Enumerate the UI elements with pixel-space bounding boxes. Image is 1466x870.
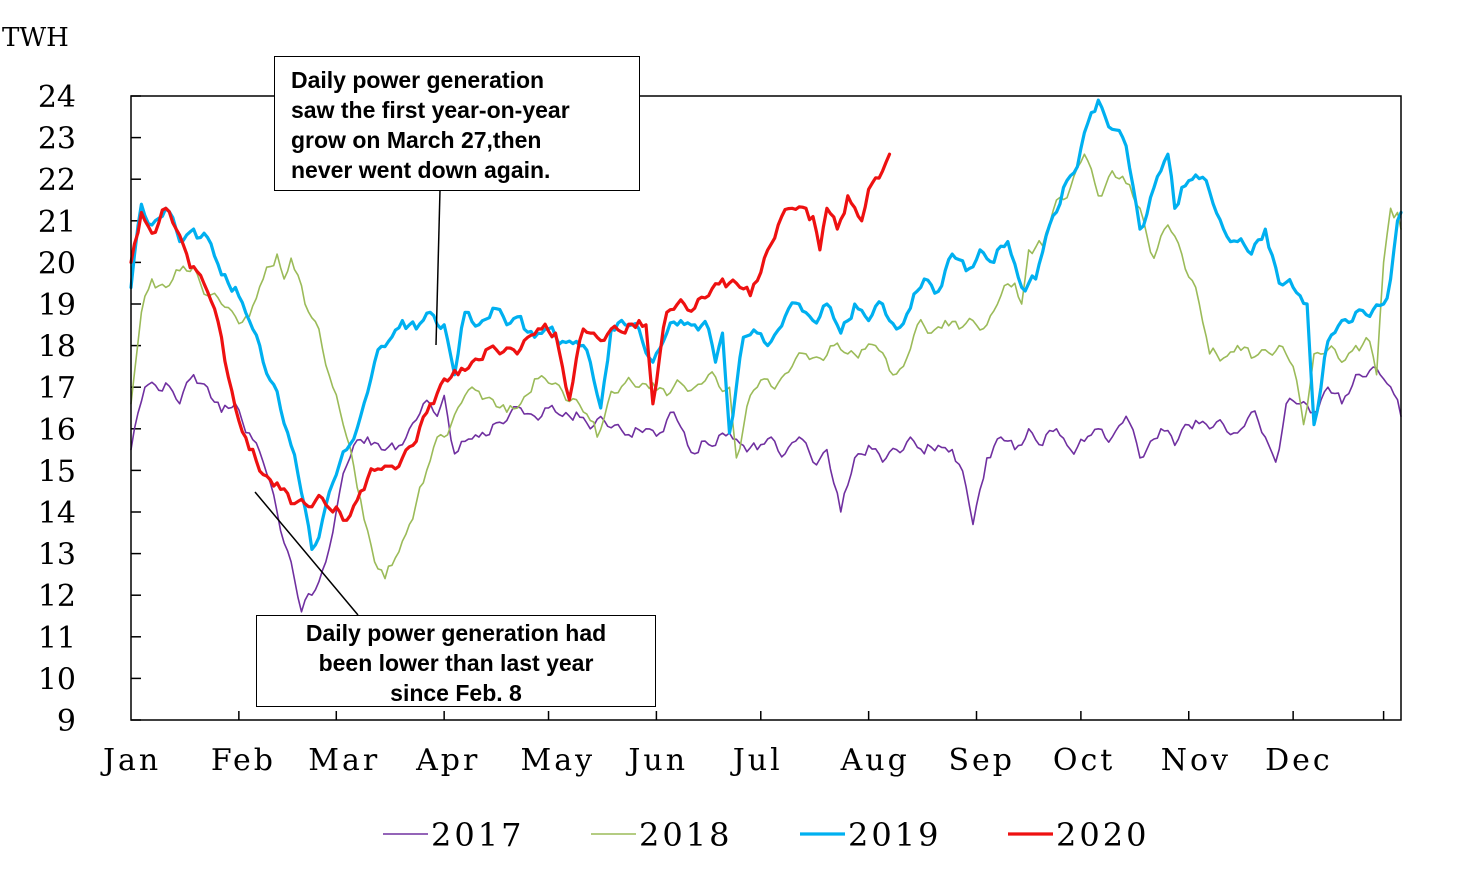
x-month-label: Mar [308, 743, 380, 778]
y-tick-label: 19 [38, 288, 76, 323]
callout-top-line: never went down again. [291, 157, 551, 183]
x-month-label: Dec [1265, 743, 1333, 778]
callout-top-line: grow on March 27,then [291, 127, 542, 153]
x-month-label: Feb [211, 743, 276, 778]
callout-top-leader [435, 189, 441, 346]
x-month-label: Jan [100, 743, 161, 778]
plot-area-frame [130, 95, 1402, 721]
y-axis-unit: TWH [2, 23, 69, 53]
series-line-2020 [129, 152, 892, 522]
callout-top: Daily power generation saw the first yea… [274, 56, 640, 191]
series-line-2019 [129, 98, 1403, 552]
series-line-2018 [130, 153, 1402, 580]
y-tick-label: 13 [38, 538, 76, 573]
x-month-label: Oct [1053, 743, 1115, 778]
series-line-2017 [130, 366, 1402, 613]
y-tick-label: 17 [38, 371, 76, 406]
y-tick-label: 24 [38, 80, 76, 115]
callout-bottom: Daily power generation had been lower th… [256, 615, 656, 707]
x-month-labels: Jan Feb Mar Apr May Jun Jul Aug Sep Oct Nov Dec [100, 743, 1333, 778]
callout-bottom-line: since Feb. 8 [390, 680, 522, 706]
y-tick-label: 9 [57, 704, 76, 739]
x-month-label: Aug [840, 743, 910, 778]
y-tick-label: 14 [38, 496, 76, 531]
x-month-label: Jul [730, 743, 783, 778]
y-tick-label: 21 [38, 205, 76, 240]
legend-label-2020: 2020 [1056, 816, 1149, 854]
y-tick-label: 16 [38, 413, 76, 448]
callout-bottom-line: been lower than last year [318, 650, 594, 676]
series-lines [129, 98, 1403, 613]
legend: 2017 2018 2019 2020 [383, 816, 1149, 854]
y-tick-label: 18 [38, 330, 76, 365]
callout-bottom-leader [254, 491, 359, 616]
x-month-label: Apr [415, 743, 480, 778]
x-month-label: Jun [625, 743, 688, 778]
y-tick-label: 10 [38, 662, 76, 697]
y-tick-label: 20 [38, 246, 76, 281]
callout-top-line: Daily power generation [291, 67, 545, 93]
y-tick-label: 23 [38, 122, 76, 157]
y-tick-label: 22 [38, 163, 76, 198]
callout-bottom-line: Daily power generation had [305, 620, 607, 646]
y-tick-label: 15 [38, 454, 76, 489]
x-month-label: Sep [949, 743, 1016, 778]
legend-label-2018: 2018 [639, 816, 732, 854]
callout-top-line: saw the first year-on-year [291, 97, 570, 123]
x-month-label: May [521, 743, 596, 778]
legend-label-2019: 2019 [848, 816, 941, 854]
y-tick-label: 12 [38, 579, 76, 614]
y-tick-marks [131, 95, 141, 721]
x-tick-marks [238, 711, 1385, 720]
y-tick-label: 11 [38, 621, 76, 656]
legend-label-2017: 2017 [431, 816, 524, 854]
x-month-label: Nov [1161, 743, 1231, 778]
y-tick-labels: 24 23 22 21 20 19 18 17 16 15 14 13 12 11 10 9 [38, 80, 76, 739]
